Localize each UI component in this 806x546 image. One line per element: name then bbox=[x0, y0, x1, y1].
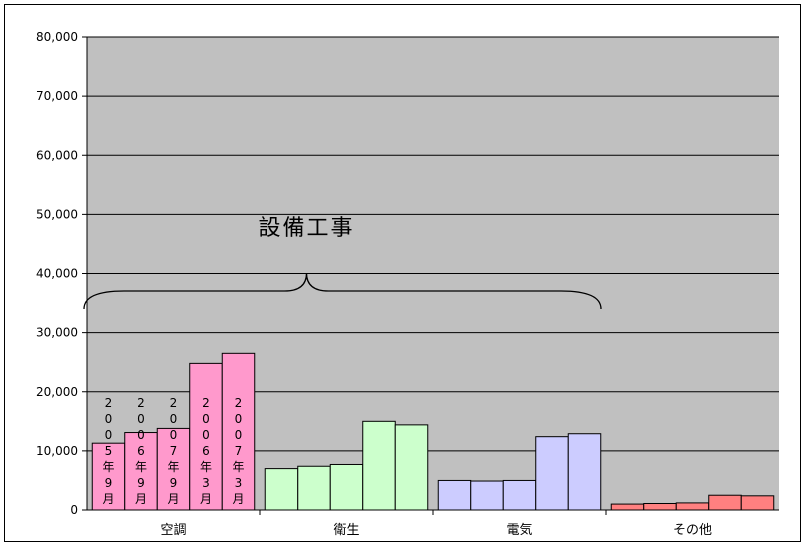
bar-series-label-char: 年 bbox=[232, 460, 244, 474]
bar-series-label-char: 6 bbox=[202, 444, 210, 458]
y-axis-ticks: 0 10,000 20,000 30,000 40,000 50,000 60,000 70,… bbox=[36, 30, 87, 517]
x-axis-categories: 空調 衛生 電気 その他 bbox=[160, 510, 712, 538]
bar-series-label-char: 月 bbox=[135, 492, 147, 506]
y-tick-label: 70,000 bbox=[36, 89, 78, 103]
x-category-label: その他 bbox=[673, 523, 712, 538]
bar-series-label-char: 月 bbox=[167, 492, 179, 506]
x-category-label: 衛生 bbox=[333, 523, 359, 538]
bar-series-label-char: 0 bbox=[170, 428, 178, 442]
bar-series-label-char: 0 bbox=[137, 428, 145, 442]
bar-series-label-char: 年 bbox=[135, 460, 147, 474]
bar-series-label-char: 0 bbox=[235, 412, 243, 426]
bar-series-label-char: 月 bbox=[200, 492, 212, 506]
y-tick-label: 50,000 bbox=[36, 207, 78, 221]
bar-series-label-char: 2 bbox=[235, 396, 243, 410]
x-category-label: 電気 bbox=[506, 522, 532, 538]
y-tick-label: 10,000 bbox=[36, 444, 78, 458]
bar-series-label-char: 0 bbox=[105, 428, 113, 442]
bar-series-label-char: 0 bbox=[170, 412, 178, 426]
bar-series-label-char: 2 bbox=[202, 396, 210, 410]
bar bbox=[297, 465, 331, 511]
bar-series-label-char: 7 bbox=[170, 444, 178, 458]
y-tick-label: 30,000 bbox=[36, 326, 78, 340]
bar-series-label-char: 7 bbox=[235, 444, 243, 458]
bar-series-label-char: 2 bbox=[170, 396, 178, 410]
annotation: 設備工事 bbox=[83, 216, 602, 310]
bar bbox=[740, 495, 775, 511]
bar-series-label-char: 月 bbox=[232, 492, 244, 506]
bar bbox=[643, 502, 677, 511]
bar-series-label-char: 0 bbox=[137, 412, 145, 426]
bar-series-label-char: 9 bbox=[170, 476, 178, 490]
bar-series-label-char: 0 bbox=[202, 412, 210, 426]
bar-series-label-char: 月 bbox=[102, 492, 114, 506]
y-tick-label: 60,000 bbox=[36, 148, 78, 162]
bar-series-label-char: 2 bbox=[105, 396, 113, 410]
bar bbox=[91, 442, 126, 511]
brace bbox=[83, 272, 602, 310]
bar bbox=[675, 502, 710, 511]
bar-series-label-char: 年 bbox=[167, 460, 179, 474]
bar-series-label-char: 年 bbox=[200, 460, 212, 474]
bar bbox=[470, 480, 504, 511]
x-category-label: 空調 bbox=[160, 523, 186, 538]
bar-series-label-char: 3 bbox=[202, 476, 210, 490]
bar bbox=[437, 479, 472, 511]
y-tick-label: 80,000 bbox=[36, 30, 78, 44]
bar bbox=[189, 362, 223, 511]
bar-series-label-char: 0 bbox=[202, 428, 210, 442]
bar bbox=[502, 479, 537, 511]
bars: 2 0 0 5 年 9 月 2 0 0 6 年 9 月 2 0 0 7 年 9 月 2 0 0 6 年 3 月 2 0 0 7 年 3 月 bbox=[91, 352, 775, 511]
bar-series-label-char: 2 bbox=[137, 396, 145, 410]
bar-series-label-char: 年 bbox=[102, 460, 114, 474]
y-tick-label: 0 bbox=[70, 503, 78, 517]
bar bbox=[567, 433, 602, 511]
bar-chart: 2 0 0 5 年 9 月 2 0 0 6 年 9 月 2 0 0 7 年 9 月 2 0 0 6 年 3 月 2 0 0 7 年 3 月 0 10,… bbox=[36, 30, 779, 538]
bar bbox=[708, 494, 742, 511]
bar-series-label-char: 9 bbox=[137, 476, 145, 490]
bar-series-label-char: 5 bbox=[105, 444, 113, 458]
bar bbox=[394, 424, 429, 511]
bar-series-label-char: 0 bbox=[235, 428, 243, 442]
bar bbox=[329, 463, 364, 511]
bar-series-label-char: 3 bbox=[235, 476, 243, 490]
bar-series-label-char: 6 bbox=[137, 444, 145, 458]
bar bbox=[362, 420, 396, 511]
annotation-label: 設備工事 bbox=[258, 216, 354, 241]
bar bbox=[610, 503, 645, 511]
chart-frame: 2 0 0 5 年 9 月 2 0 0 6 年 9 月 2 0 0 7 年 9 月 2 0 0 6 年 3 月 2 0 0 7 年 3 月 0 10,… bbox=[4, 4, 801, 542]
bar bbox=[156, 427, 191, 511]
bar-series-label-char: 9 bbox=[105, 476, 113, 490]
y-tick-label: 40,000 bbox=[36, 267, 78, 281]
bar-series-label-char: 0 bbox=[105, 412, 113, 426]
bar bbox=[264, 468, 299, 511]
y-tick-label: 20,000 bbox=[36, 385, 78, 399]
bar bbox=[221, 352, 256, 511]
bar bbox=[535, 436, 569, 511]
